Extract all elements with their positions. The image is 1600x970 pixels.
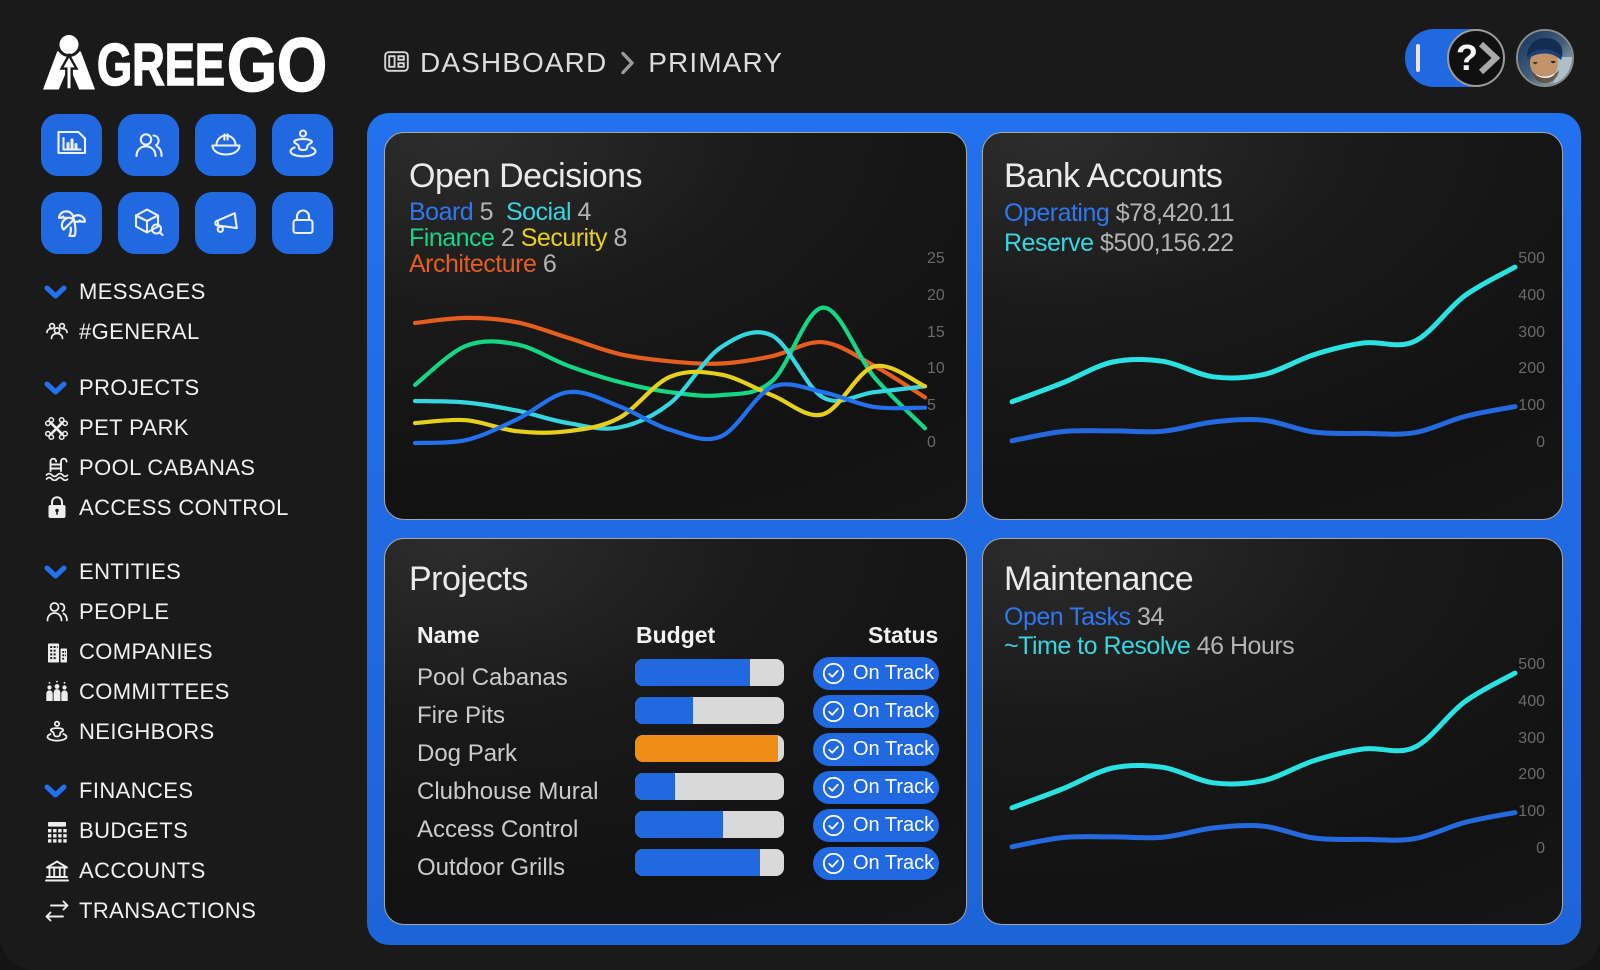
svg-text:GREE: GREE: [97, 32, 225, 98]
svg-text:GO: GO: [227, 28, 327, 100]
